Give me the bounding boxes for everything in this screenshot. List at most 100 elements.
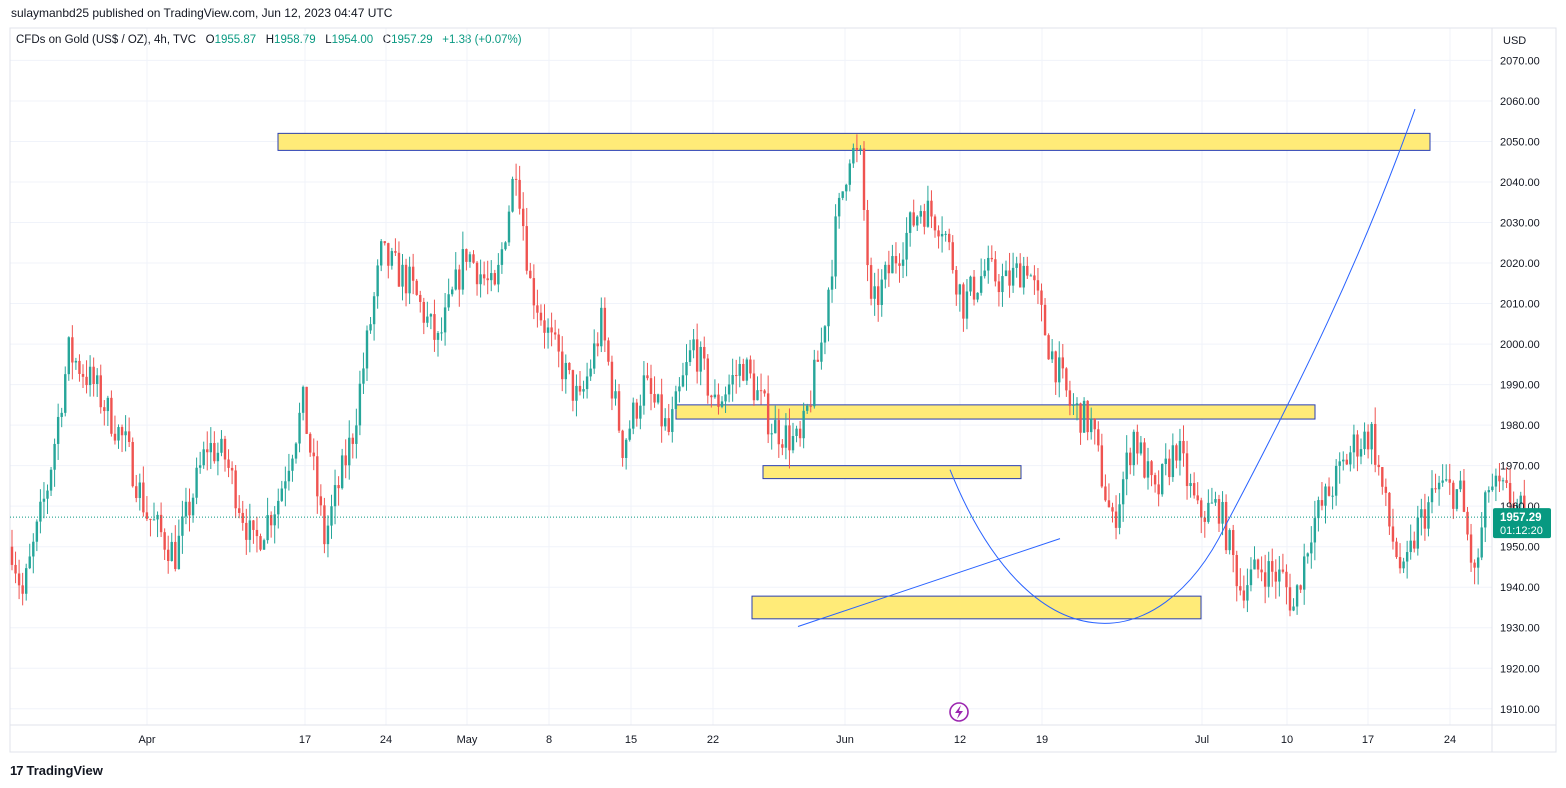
candle-body xyxy=(546,327,550,333)
candle-body xyxy=(1210,502,1214,504)
candle-body xyxy=(127,431,131,442)
candle-body xyxy=(1090,418,1093,433)
symbol-name[interactable]: CFDs on Gold (US$ / OZ), 4h, TVC xyxy=(16,34,197,46)
candle-body xyxy=(894,256,898,264)
candle-body xyxy=(877,286,880,305)
candle-body xyxy=(344,455,347,466)
candle-body xyxy=(1498,475,1501,482)
time-tick-label: Jun xyxy=(836,734,854,746)
candle-body xyxy=(202,449,205,466)
candle-body xyxy=(653,393,656,403)
price-tick-label: 1950.00 xyxy=(1500,542,1540,554)
candle-body xyxy=(763,390,766,394)
candle-body xyxy=(64,374,67,413)
candle-body xyxy=(1153,475,1157,485)
candle-body xyxy=(56,416,60,444)
candle-body xyxy=(479,274,482,285)
candle-body xyxy=(578,385,582,392)
candle-body xyxy=(1409,540,1412,553)
candle-body xyxy=(784,425,788,448)
countdown-value: 01:12:20 xyxy=(1500,525,1543,537)
candle-body xyxy=(131,441,134,487)
candle-body xyxy=(1033,275,1036,281)
candle-body xyxy=(912,212,915,226)
candle-body xyxy=(1146,461,1150,478)
candle-body xyxy=(266,515,269,541)
candle-body xyxy=(600,307,603,347)
candle-body xyxy=(681,375,685,387)
candle-body xyxy=(262,540,266,550)
candle-body xyxy=(326,525,330,545)
publish-line: sulaymanbd25 published on TradingView.co… xyxy=(11,6,393,20)
candle-body xyxy=(135,486,138,499)
candle-body xyxy=(710,395,713,398)
candle-body xyxy=(813,359,816,407)
candle-body xyxy=(351,437,354,444)
candle-body xyxy=(245,522,248,540)
candle-body xyxy=(32,541,35,557)
tradingview-logo[interactable]: 17 TradingView xyxy=(10,763,103,778)
candle-body xyxy=(191,497,195,516)
low-label: L xyxy=(325,34,332,46)
candle-body xyxy=(25,568,28,594)
candle-body xyxy=(1452,482,1455,509)
candle-body xyxy=(742,363,745,381)
candle-body xyxy=(60,412,63,417)
candle-body xyxy=(273,514,276,526)
candle-body xyxy=(429,314,433,317)
candle-body xyxy=(713,394,717,398)
candle-body xyxy=(1026,265,1029,276)
candle-body xyxy=(284,481,287,489)
candle-body xyxy=(930,200,933,217)
candle-body xyxy=(298,412,301,444)
candle-body xyxy=(458,269,461,290)
candle-body xyxy=(1100,445,1104,487)
candle-body xyxy=(1004,270,1008,277)
candle-body xyxy=(1171,445,1175,478)
candle-body xyxy=(259,536,262,550)
candle-body xyxy=(791,436,795,451)
candle-body xyxy=(152,519,156,521)
candle-body xyxy=(1508,483,1512,504)
candle-body xyxy=(845,184,848,192)
candle-body xyxy=(227,459,230,468)
candle-body xyxy=(333,485,337,507)
candle-body xyxy=(1491,486,1494,491)
candle-body xyxy=(1391,526,1395,542)
candle-body xyxy=(664,418,667,427)
candle-body xyxy=(685,362,688,376)
candle-body xyxy=(1356,434,1359,457)
candles xyxy=(10,134,1526,617)
candle-body xyxy=(827,289,830,327)
candle-body xyxy=(1175,445,1178,461)
candle-body xyxy=(401,264,404,287)
projection-curve xyxy=(949,108,1416,624)
candle-body xyxy=(1253,559,1256,570)
candle-body xyxy=(1381,467,1384,487)
time-tick-label: 17 xyxy=(299,734,311,746)
time-axis: Apr 17 24 May 8 15 22 Jun 12 19 Jul 10 17 24 xyxy=(138,734,1456,746)
candle-body xyxy=(614,391,617,399)
candle-body xyxy=(1523,495,1526,518)
candle-body xyxy=(106,397,110,412)
candle-body xyxy=(610,361,614,399)
time-tick-label: 24 xyxy=(1444,734,1456,746)
candle-body xyxy=(745,359,749,381)
candle-body xyxy=(522,208,525,227)
candle-body xyxy=(749,359,752,374)
candle-body xyxy=(103,407,106,412)
candle-body xyxy=(660,394,663,427)
candle-body xyxy=(348,437,351,466)
candle-body xyxy=(248,520,252,540)
flash-icon[interactable] xyxy=(949,702,969,722)
candle-body xyxy=(639,405,642,419)
last-price-badge xyxy=(1493,508,1551,539)
candle-body xyxy=(1292,606,1295,611)
candle-body xyxy=(543,320,546,333)
candle-body xyxy=(770,433,773,435)
price-tick-label: 1920.00 xyxy=(1500,663,1540,675)
candle-body xyxy=(1405,552,1409,562)
candle-body xyxy=(1093,418,1096,430)
candle-body xyxy=(269,515,273,526)
